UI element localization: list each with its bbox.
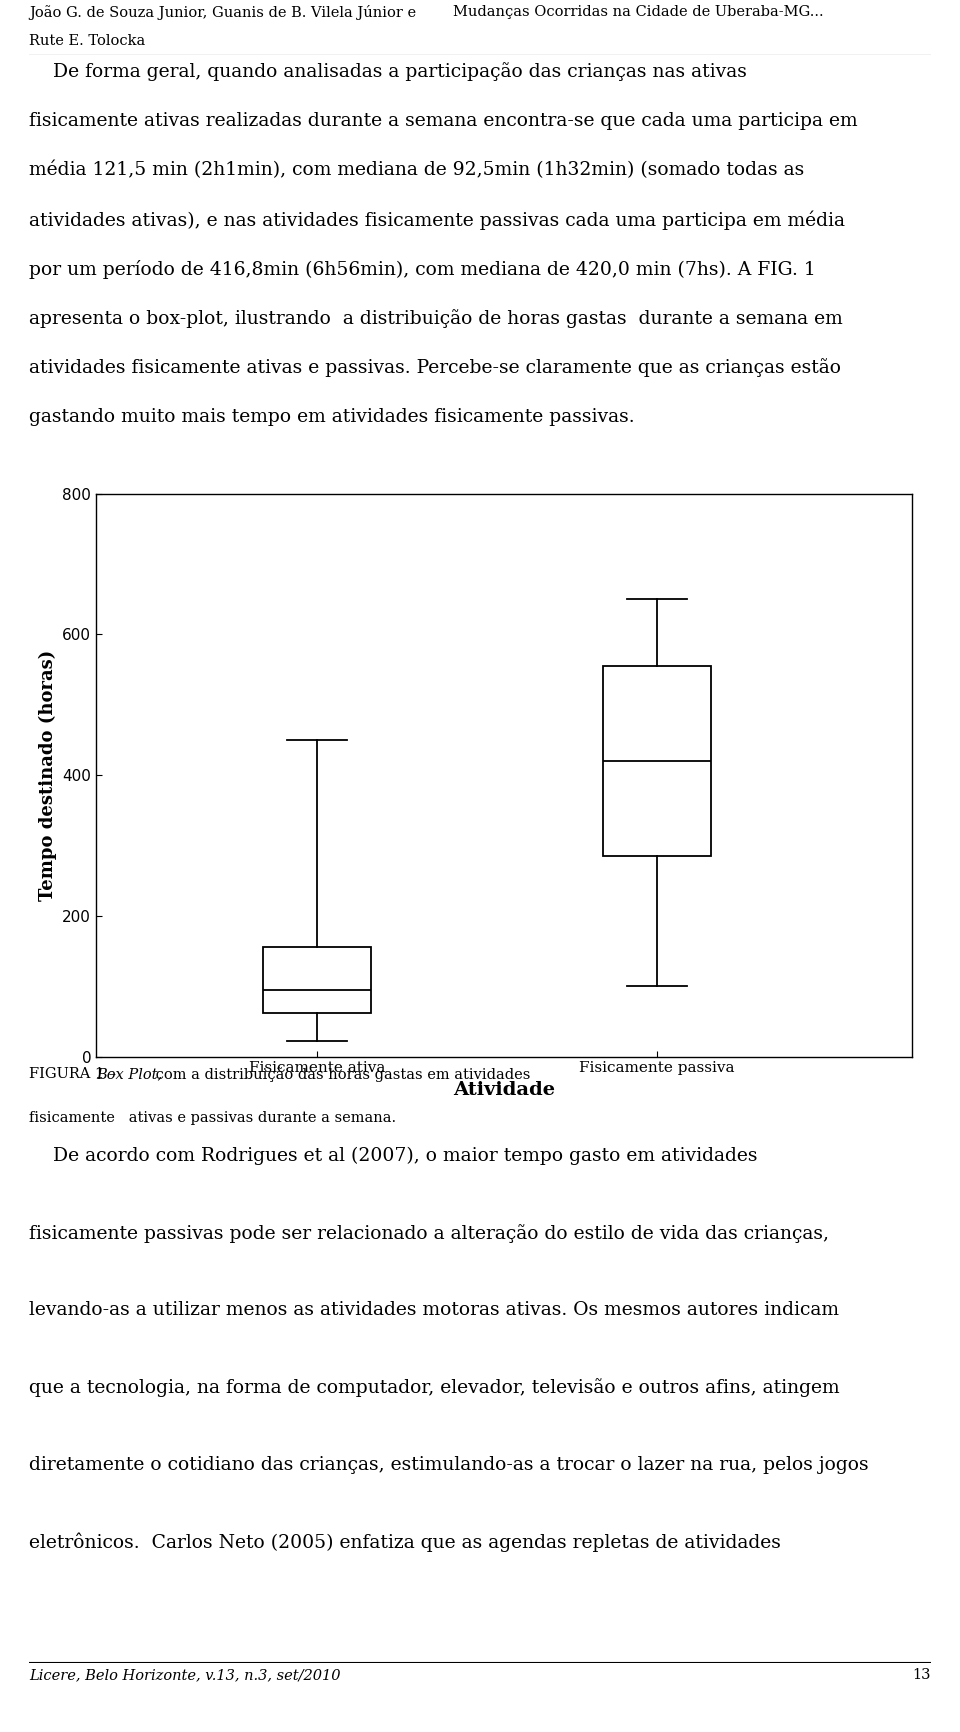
Text: atividades fisicamente ativas e passivas. Percebe-se claramente que as crianças : atividades fisicamente ativas e passivas… [29,359,841,378]
Text: Box Plot,: Box Plot, [96,1067,162,1081]
Text: FIGURA 1 –: FIGURA 1 – [29,1067,121,1081]
Text: com a distribuição das horas gastas em atividades: com a distribuição das horas gastas em a… [151,1067,530,1082]
Text: média 121,5 min (2h1min), com mediana de 92,5min (1h32min) (somado todas as: média 121,5 min (2h1min), com mediana de… [29,161,804,180]
Text: fisicamente passivas pode ser relacionado a alteração do estilo de vida das cria: fisicamente passivas pode ser relacionad… [29,1225,828,1244]
Text: atividades ativas), e nas atividades fisicamente passivas cada uma participa em : atividades ativas), e nas atividades fis… [29,210,845,230]
Text: eletrônicos.  Carlos Neto (2005) enfatiza que as agendas repletas de atividades: eletrônicos. Carlos Neto (2005) enfatiza… [29,1533,780,1552]
Text: levando-as a utilizar menos as atividades motoras ativas. Os mesmos autores indi: levando-as a utilizar menos as atividade… [29,1301,839,1320]
Text: que a tecnologia, na forma de computador, elevador, televisão e outros afins, at: que a tecnologia, na forma de computador… [29,1379,839,1398]
Text: Licere, Belo Horizonte, v.13, n.3, set/2010: Licere, Belo Horizonte, v.13, n.3, set/2… [29,1668,340,1682]
Bar [263,947,372,1013]
Text: De forma geral, quando analisadas a participação das crianças nas ativas: De forma geral, quando analisadas a part… [29,62,747,81]
Text: Rute E. Tolocka: Rute E. Tolocka [29,35,145,48]
Text: diretamente o cotidiano das crianças, estimulando-as a trocar o lazer na rua, pe: diretamente o cotidiano das crianças, es… [29,1455,869,1474]
Text: gastando muito mais tempo em atividades fisicamente passivas.: gastando muito mais tempo em atividades … [29,407,635,426]
Y-axis label: Tempo destinado (horas): Tempo destinado (horas) [38,650,57,901]
Text: 13: 13 [913,1668,931,1682]
X-axis label: Atividade: Atividade [453,1081,555,1098]
Bar [603,667,711,856]
Text: apresenta o box-plot, ilustrando  a distribuição de horas gastas  durante a sema: apresenta o box-plot, ilustrando a distr… [29,308,843,327]
Text: por um período de 416,8min (6h56min), com mediana de 420,0 min (7hs). A FIG. 1: por um período de 416,8min (6h56min), co… [29,260,816,279]
Text: fisicamente ativas realizadas durante a semana encontra-se que cada uma particip: fisicamente ativas realizadas durante a … [29,111,857,130]
Text: De acordo com Rodrigues et al (2007), o maior tempo gasto em atividades: De acordo com Rodrigues et al (2007), o … [29,1147,757,1166]
Text: João G. de Souza Junior, Guanis de B. Vilela Júnior e: João G. de Souza Junior, Guanis de B. Vi… [29,5,416,21]
Text: Mudanças Ocorridas na Cidade de Uberaba-MG...: Mudanças Ocorridas na Cidade de Uberaba-… [453,5,824,19]
Text: fisicamente   ativas e passivas durante a semana.: fisicamente ativas e passivas durante a … [29,1112,396,1126]
